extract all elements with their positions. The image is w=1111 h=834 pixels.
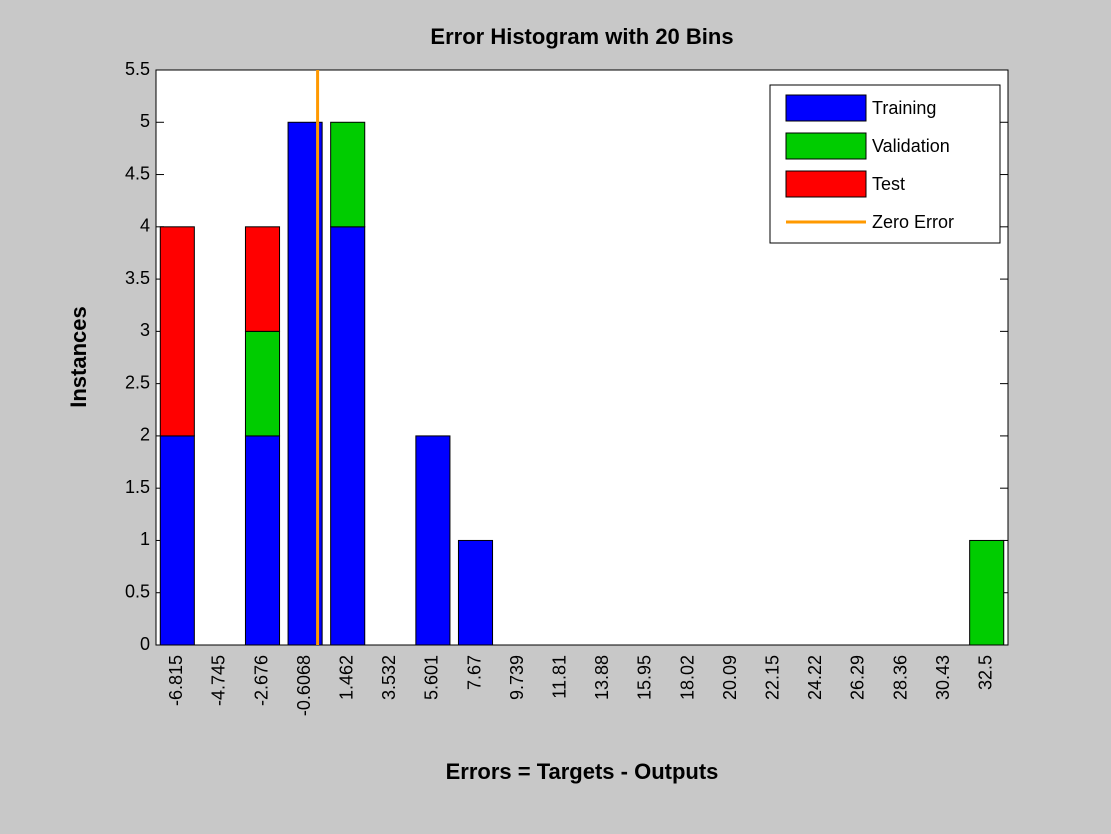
x-tick-label: -0.6068 — [294, 655, 314, 716]
y-tick-label: 4 — [140, 216, 150, 236]
y-tick-label: 1.5 — [125, 477, 150, 497]
y-tick-label: 5 — [140, 111, 150, 131]
bar-segment — [244, 226, 281, 332]
x-tick-label: 32.5 — [975, 655, 995, 690]
chart-title: Error Histogram with 20 Bins — [430, 24, 733, 49]
x-axis-label: Errors = Targets - Outputs — [446, 759, 719, 784]
x-tick-label: 24.22 — [805, 655, 825, 700]
x-tick-label: 15.95 — [635, 655, 655, 700]
y-tick-label: 0.5 — [125, 581, 150, 601]
bar-segment — [244, 330, 281, 437]
x-tick-label: 26.29 — [848, 655, 868, 700]
y-tick-label: 4.5 — [125, 163, 150, 183]
y-tick-label: 0 — [140, 634, 150, 654]
y-tick-label: 5.5 — [125, 59, 150, 79]
x-tick-label: 7.67 — [464, 655, 484, 690]
y-axis-label: Instances — [66, 306, 91, 408]
legend-swatch — [785, 170, 867, 198]
x-tick-label: 5.601 — [422, 655, 442, 700]
legend-swatch — [785, 132, 867, 160]
x-tick-label: 1.462 — [336, 655, 356, 700]
bar-segment — [415, 435, 451, 646]
bar-segment — [457, 539, 494, 646]
y-tick-label: 1 — [140, 529, 150, 549]
x-tick-label: -6.815 — [166, 655, 186, 706]
bar-segment — [159, 435, 195, 646]
bar-segment — [244, 435, 281, 646]
y-tick-label: 2 — [140, 425, 150, 445]
x-tick-label: -4.745 — [209, 655, 229, 706]
y-tick-label: 3 — [140, 320, 150, 340]
bar-segment — [330, 121, 366, 228]
legend-label: Training — [872, 98, 936, 118]
x-tick-label: 22.15 — [762, 655, 782, 700]
bar-segment — [330, 226, 366, 646]
legend-label: Test — [872, 174, 905, 194]
x-tick-label: 30.43 — [933, 655, 953, 700]
legend-swatch — [785, 94, 867, 122]
y-tick-label: 2.5 — [125, 372, 150, 392]
x-tick-label: 18.02 — [677, 655, 697, 700]
bar-segment — [969, 539, 1005, 646]
x-tick-label: 13.88 — [592, 655, 612, 700]
legend-label: Validation — [872, 136, 950, 156]
legend-label: Zero Error — [872, 212, 954, 232]
x-tick-label: -2.676 — [251, 655, 271, 706]
bar-segment — [159, 226, 195, 437]
x-tick-label: 9.739 — [507, 655, 527, 700]
x-tick-label: 3.532 — [379, 655, 399, 700]
x-tick-label: 11.81 — [549, 655, 569, 699]
y-tick-label: 3.5 — [125, 268, 150, 288]
x-tick-label: 20.09 — [720, 655, 740, 700]
x-tick-label: 28.36 — [890, 655, 910, 700]
